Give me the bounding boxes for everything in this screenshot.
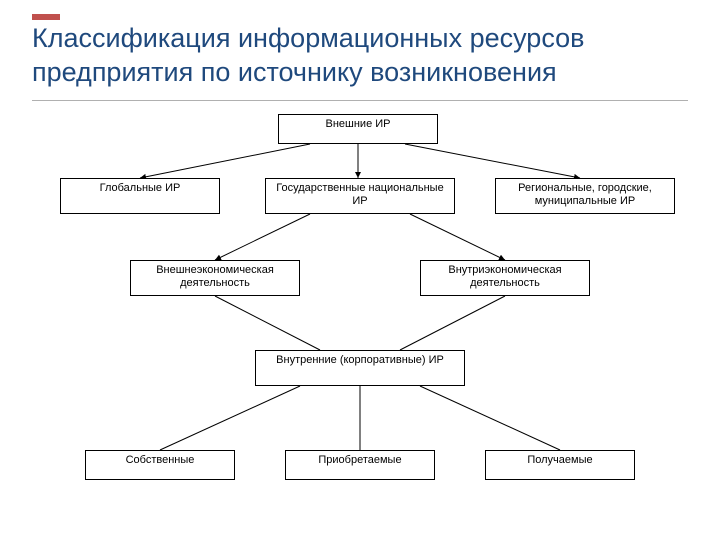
node-domestic: Внутриэкономическая деятельность — [420, 260, 590, 296]
node-gov: Государственные национальные ИР — [265, 178, 455, 214]
edge-foreign-internal — [215, 296, 320, 350]
node-global: Глобальные ИР — [60, 178, 220, 214]
edge-root-global — [140, 144, 310, 178]
node-own: Собственные — [85, 450, 235, 480]
accent-bar — [32, 14, 60, 20]
edge-internal-received — [420, 386, 560, 450]
node-regional: Региональные, городские, муниципальные И… — [495, 178, 675, 214]
node-internal: Внутренние (корпоративные) ИР — [255, 350, 465, 386]
edge-domestic-internal — [400, 296, 505, 350]
node-acquired: Приобретаемые — [285, 450, 435, 480]
edge-internal-own — [160, 386, 300, 450]
edge-gov-foreign — [215, 214, 310, 260]
edge-root-regional — [405, 144, 580, 178]
node-root: Внешние ИР — [278, 114, 438, 144]
page-title: Классификация информационных ресурсов пр… — [32, 22, 688, 90]
edge-gov-domestic — [410, 214, 505, 260]
node-foreign: Внешнеэкономическая деятельность — [130, 260, 300, 296]
diagram-canvas: Внешние ИР Глобальные ИР Государственные н… — [0, 100, 720, 540]
node-received: Получаемые — [485, 450, 635, 480]
